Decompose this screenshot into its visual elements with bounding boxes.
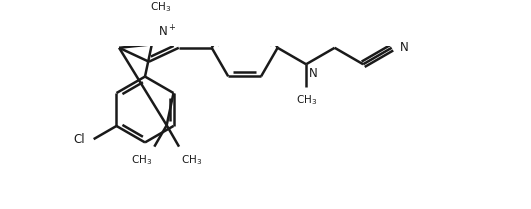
Text: N: N xyxy=(309,67,318,80)
Text: CH$_3$: CH$_3$ xyxy=(150,0,171,14)
Text: CH$_3$: CH$_3$ xyxy=(131,154,152,167)
Text: CH$_3$: CH$_3$ xyxy=(296,93,316,107)
Text: CH$_3$: CH$_3$ xyxy=(181,154,202,167)
Text: N$^+$: N$^+$ xyxy=(158,24,176,40)
Text: Cl: Cl xyxy=(73,133,85,146)
Text: N: N xyxy=(400,41,409,54)
